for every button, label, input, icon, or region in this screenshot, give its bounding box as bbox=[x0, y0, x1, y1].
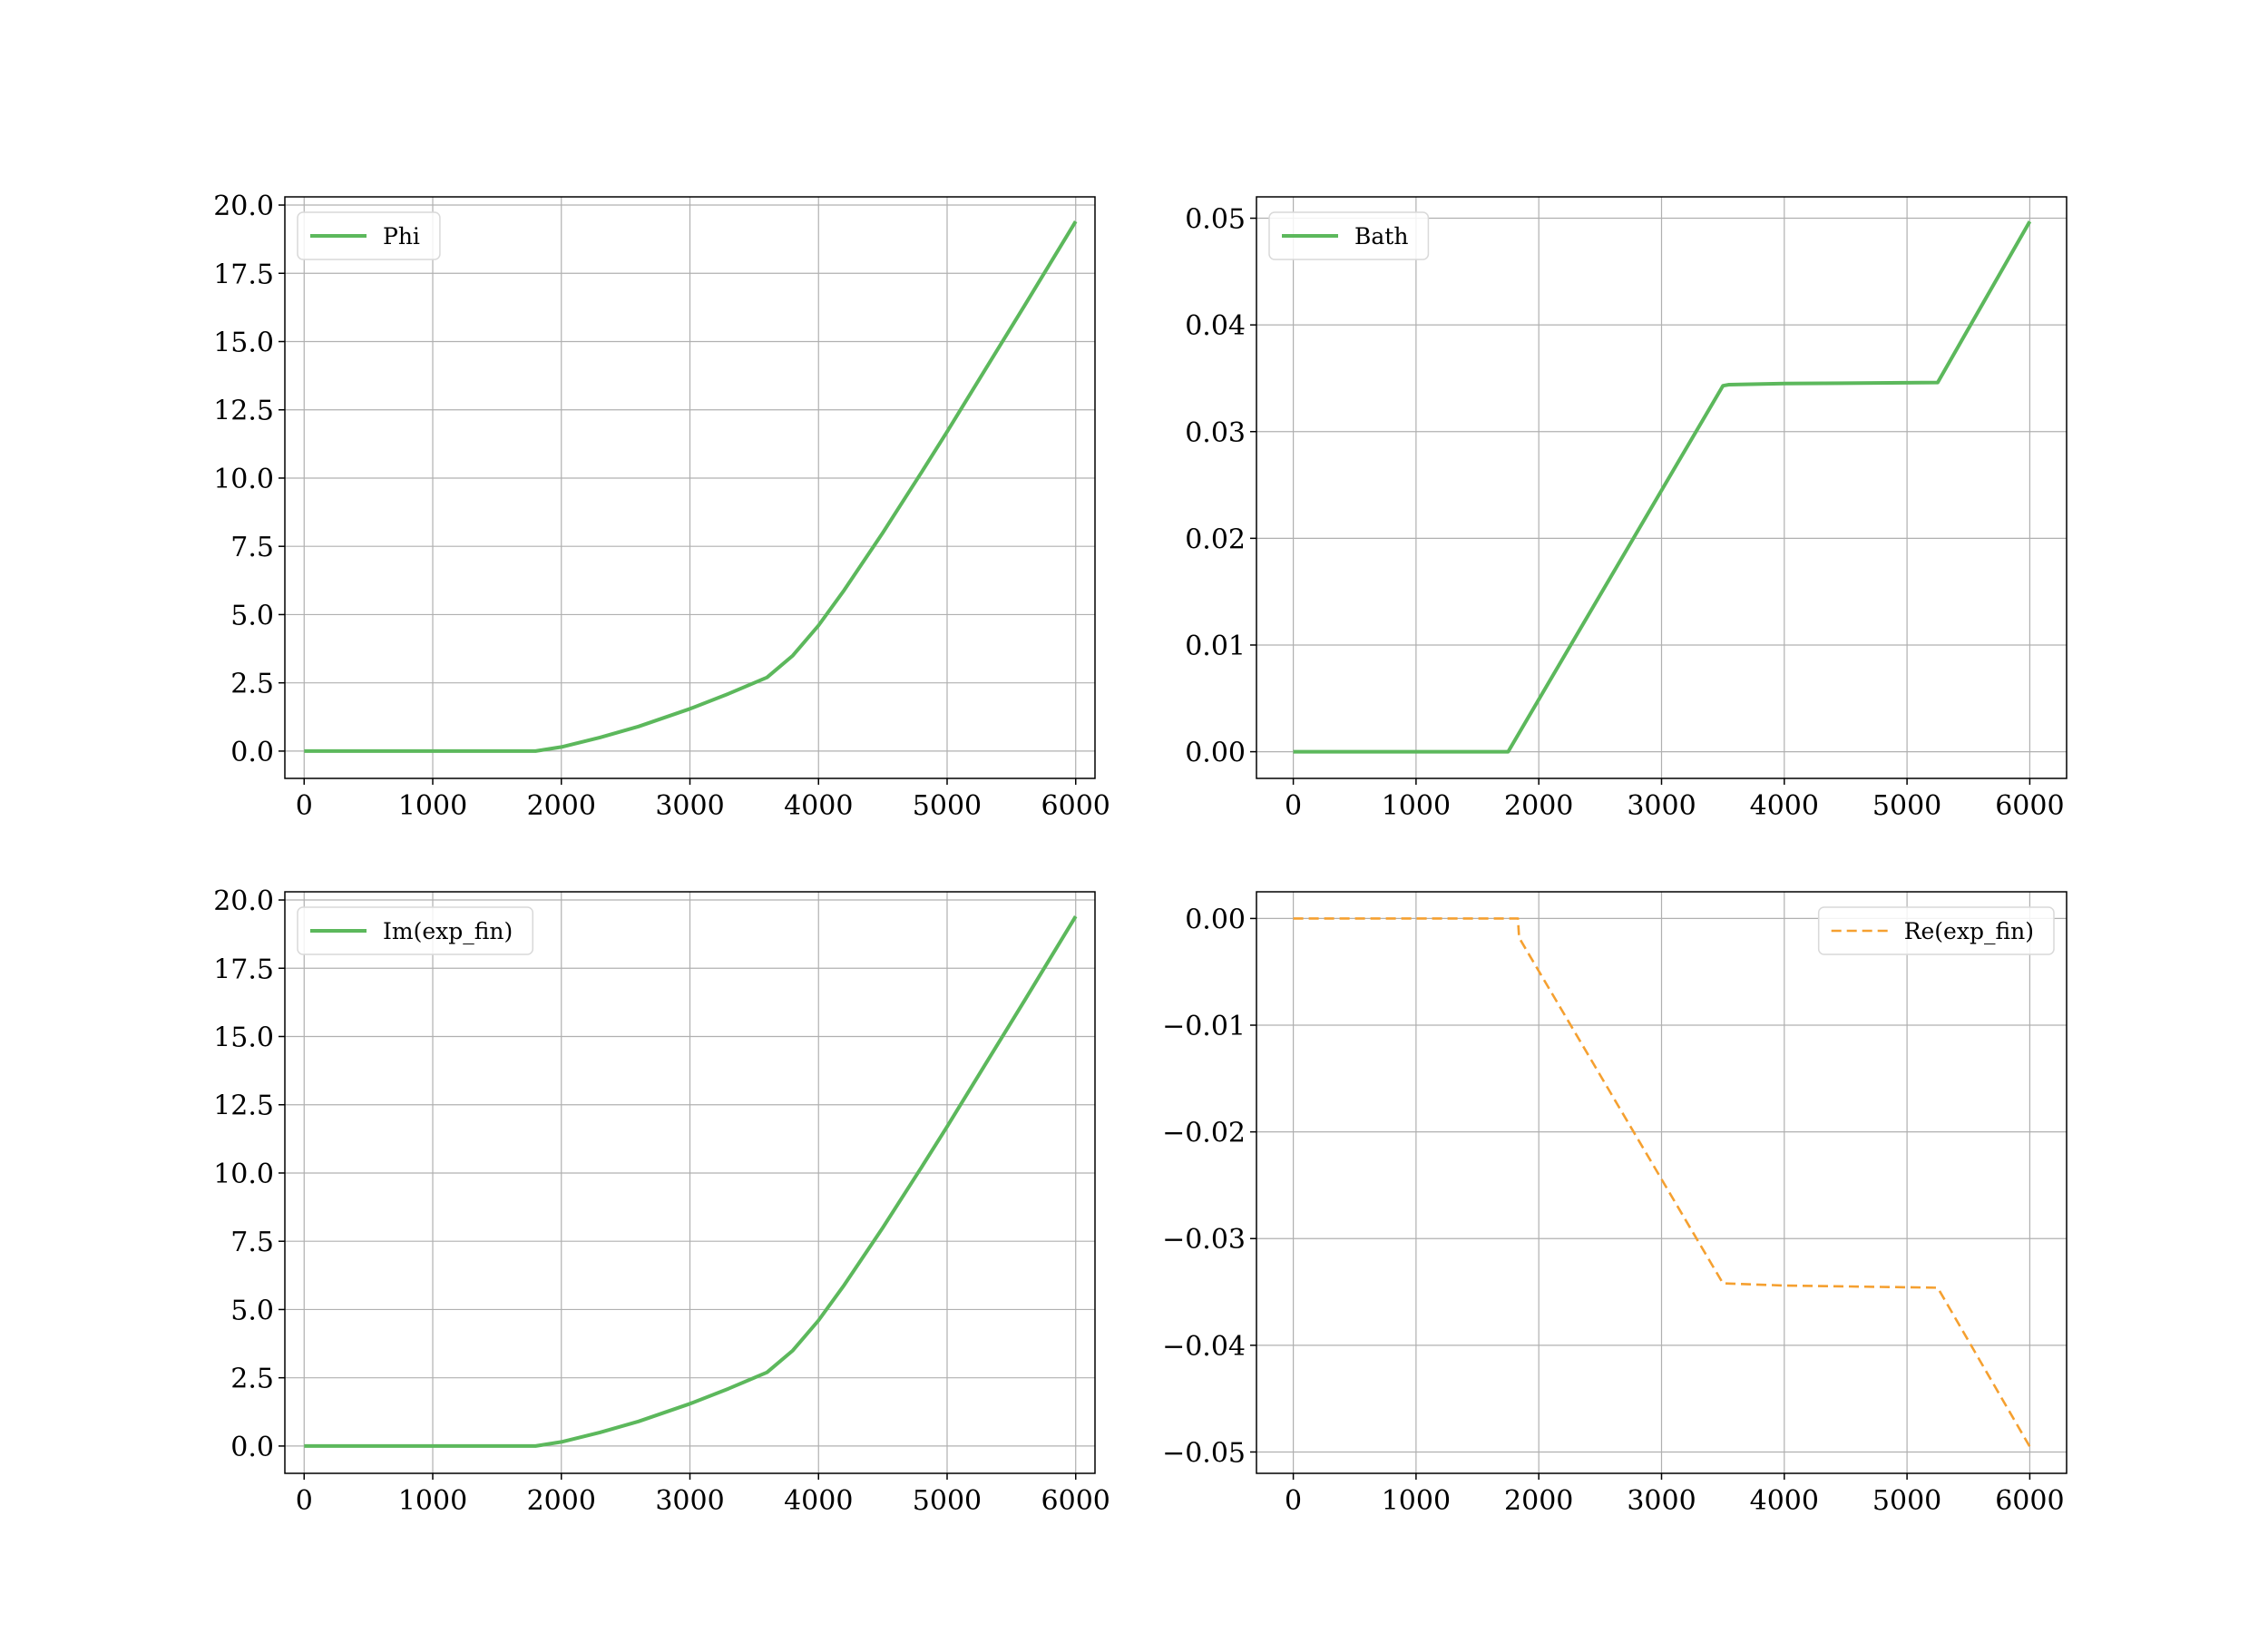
series-line bbox=[304, 915, 1078, 1448]
legend-label: Bath bbox=[1354, 223, 1408, 249]
y-tick-label: 7.5 bbox=[230, 532, 274, 563]
x-tick-label: 3000 bbox=[655, 790, 724, 822]
x-tick-label: 1000 bbox=[1382, 790, 1451, 822]
x-tick-label: 5000 bbox=[1872, 790, 1941, 822]
series-line bbox=[1293, 917, 2031, 1448]
x-tick-label: 0 bbox=[1285, 1485, 1302, 1517]
y-tick-label: 20.0 bbox=[213, 885, 274, 917]
x-tick-label: 5000 bbox=[913, 1485, 982, 1517]
y-tick-label: 0.02 bbox=[1185, 523, 1246, 555]
y-tick-label: 0.03 bbox=[1185, 417, 1246, 449]
legend: Bath bbox=[1268, 211, 1430, 260]
subplot-3: 0 1000 2000 3000 4000 5000 6000 0.0 2.5 5.0 7.5 10.… bbox=[213, 885, 1110, 1517]
series-line bbox=[304, 220, 1078, 753]
y-tick-label: 10.0 bbox=[213, 464, 274, 495]
legend-frame bbox=[297, 211, 441, 260]
x-tick-label: 4000 bbox=[1750, 1485, 1819, 1517]
x-tick-label: 6000 bbox=[1995, 790, 2064, 822]
y-tick-label: −0.02 bbox=[1162, 1118, 1246, 1149]
x-tick-label: 2000 bbox=[1504, 1485, 1573, 1517]
x-tick-label: 0 bbox=[1285, 790, 1302, 822]
y-tick-label: 0.00 bbox=[1185, 738, 1246, 769]
x-tick-label: 2000 bbox=[1504, 790, 1573, 822]
legend-frame bbox=[297, 906, 534, 955]
legend-label: Re(exp_fin) bbox=[1904, 918, 2034, 944]
x-tick-label: 4000 bbox=[784, 790, 853, 822]
y-tick-label: 0.01 bbox=[1185, 631, 1246, 662]
subplot-2: 0 1000 2000 3000 4000 5000 6000 0.00 0.01 0.02 0.0… bbox=[1185, 196, 2068, 822]
x-tick-label: 1000 bbox=[1382, 1485, 1451, 1517]
y-tick-label: 2.5 bbox=[230, 669, 274, 700]
series-line bbox=[1293, 220, 2032, 754]
legend: Phi bbox=[297, 211, 441, 260]
x-tick-label: 4000 bbox=[784, 1485, 853, 1517]
y-tick-label: 17.5 bbox=[213, 953, 274, 985]
legend-frame bbox=[1268, 211, 1430, 260]
x-tick-label: 0 bbox=[296, 1485, 313, 1517]
legend-frame bbox=[1817, 906, 2055, 955]
x-tick-label: 5000 bbox=[1872, 1485, 1941, 1517]
legend-label: Im(exp_fin) bbox=[383, 918, 513, 944]
x-tick-label: 6000 bbox=[1041, 790, 1110, 822]
y-tick-label: −0.01 bbox=[1162, 1011, 1246, 1042]
x-tick-label: 6000 bbox=[1995, 1485, 2064, 1517]
subplots: 0 1000 2000 3000 4000 5000 6000 0.0 2.5 5.0 7.5 10.… bbox=[213, 191, 2068, 1517]
x-tick-label: 5000 bbox=[913, 790, 982, 822]
y-tick-label: −0.05 bbox=[1162, 1437, 1246, 1469]
y-tick-label: 7.5 bbox=[230, 1227, 274, 1258]
y-tick-label: 15.0 bbox=[213, 1022, 274, 1053]
y-tick-label: 10.0 bbox=[213, 1159, 274, 1190]
x-tick-label: 3000 bbox=[1627, 790, 1696, 822]
x-tick-label: 2000 bbox=[527, 790, 596, 822]
x-tick-label: 3000 bbox=[655, 1485, 724, 1517]
x-tick-label: 1000 bbox=[398, 790, 467, 822]
x-tick-label: 3000 bbox=[1627, 1485, 1696, 1517]
y-tick-label: 12.5 bbox=[213, 396, 274, 427]
y-tick-label: 5.0 bbox=[230, 1295, 274, 1326]
y-tick-label: 12.5 bbox=[213, 1090, 274, 1122]
y-tick-label: 15.0 bbox=[213, 327, 274, 358]
subplot-1: 0 1000 2000 3000 4000 5000 6000 0.0 2.5 5.0 7.5 10.… bbox=[213, 191, 1110, 822]
subplot-4: 0 1000 2000 3000 4000 5000 6000 0.00 −0.01 −0.02 −… bbox=[1162, 891, 2068, 1517]
y-tick-label: 0.00 bbox=[1185, 904, 1246, 935]
x-tick-label: 6000 bbox=[1041, 1485, 1110, 1517]
legend: Im(exp_fin) bbox=[297, 906, 534, 955]
y-tick-label: −0.04 bbox=[1162, 1331, 1246, 1363]
y-tick-label: 0.0 bbox=[230, 737, 274, 768]
y-tick-label: 0.04 bbox=[1185, 310, 1246, 342]
x-tick-label: 4000 bbox=[1750, 790, 1819, 822]
y-tick-label: 17.5 bbox=[213, 259, 274, 290]
x-tick-label: 0 bbox=[296, 790, 313, 822]
y-tick-label: 2.5 bbox=[230, 1364, 274, 1395]
y-tick-label: −0.03 bbox=[1162, 1224, 1246, 1256]
x-tick-label: 1000 bbox=[398, 1485, 467, 1517]
legend-label: Phi bbox=[383, 223, 420, 249]
x-tick-label: 2000 bbox=[527, 1485, 596, 1517]
y-tick-label: 5.0 bbox=[230, 600, 274, 631]
y-tick-label: 0.05 bbox=[1185, 204, 1246, 236]
y-tick-label: 0.0 bbox=[230, 1432, 274, 1463]
legend: Re(exp_fin) bbox=[1817, 906, 2055, 955]
y-tick-label: 20.0 bbox=[213, 191, 274, 222]
